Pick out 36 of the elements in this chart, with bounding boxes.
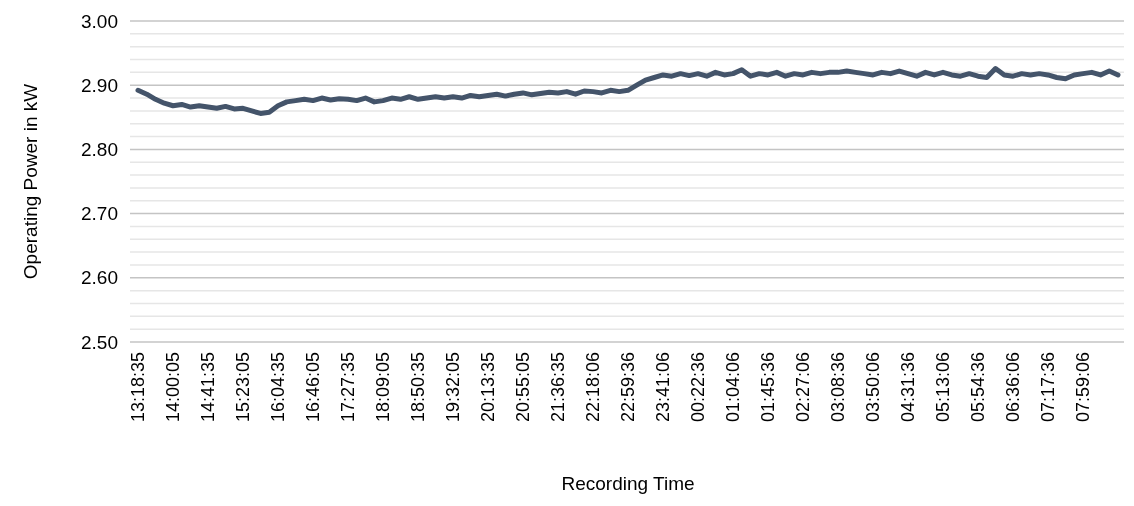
x-tick-label: 13:18:35 xyxy=(128,352,149,423)
x-tick-label: 15:23:05 xyxy=(233,352,254,423)
x-tick-label: 00:22:36 xyxy=(688,352,709,423)
x-tick-label: 07:17:36 xyxy=(1038,352,1059,423)
y-tick-label: 2.50 xyxy=(81,331,118,353)
x-tick-label: 18:50:35 xyxy=(408,352,429,423)
x-tick-label: 05:13:06 xyxy=(933,352,954,423)
y-axis-title: Operating Power in kW xyxy=(19,83,41,280)
x-tick-label: 20:13:35 xyxy=(478,352,499,423)
x-tick-label: 22:59:36 xyxy=(618,352,639,423)
y-tick-label: 2.80 xyxy=(81,139,118,161)
x-tick-label: 23:41:06 xyxy=(653,352,674,423)
x-tick-label: 06:36:06 xyxy=(1003,352,1024,423)
x-tick-label: 16:46:05 xyxy=(303,352,324,423)
y-tick-label: 2.60 xyxy=(81,267,118,289)
x-tick-label: 03:50:06 xyxy=(863,352,884,423)
x-tick-label: 19:32:05 xyxy=(443,352,464,423)
x-tick-label: 05:54:36 xyxy=(968,352,989,423)
y-tick-label: 3.00 xyxy=(81,10,118,32)
x-tick-label: 18:09:05 xyxy=(373,352,394,423)
x-tick-label: 04:31:36 xyxy=(898,352,919,423)
x-tick-label: 03:08:36 xyxy=(828,352,849,423)
x-tick-label: 16:04:35 xyxy=(268,352,289,423)
x-axis-title: Recording Time xyxy=(561,473,695,494)
x-tick-label: 07:59:06 xyxy=(1073,352,1094,423)
x-tick-label: 02:27:06 xyxy=(793,352,814,423)
x-tick-label: 20:55:05 xyxy=(513,352,534,423)
y-tick-label: 2.70 xyxy=(81,203,118,225)
y-tick-label: 2.90 xyxy=(81,74,118,96)
x-tick-label: 01:04:06 xyxy=(723,352,744,423)
x-tick-label: 17:27:35 xyxy=(338,352,359,423)
x-tick-label: 14:00:05 xyxy=(163,352,184,423)
x-tick-label: 14:41:35 xyxy=(198,352,219,423)
x-tick-label: 01:45:36 xyxy=(758,352,779,423)
x-tick-label: 22:18:06 xyxy=(583,352,604,423)
x-tick-label: 21:36:35 xyxy=(548,352,569,423)
